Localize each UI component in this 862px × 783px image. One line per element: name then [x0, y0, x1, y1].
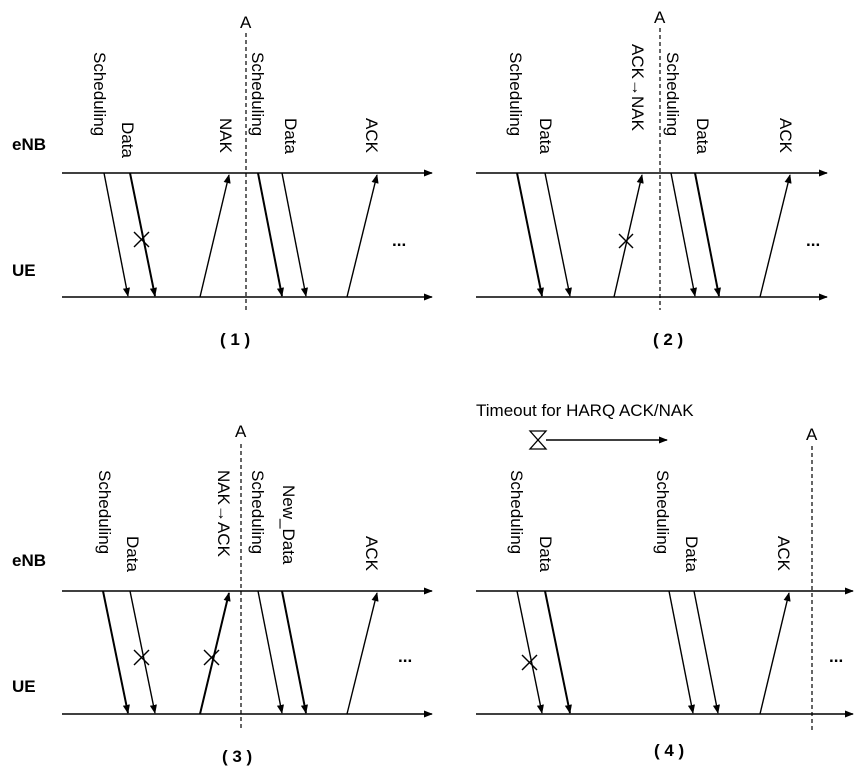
panel-3: eNB UE A Scheduling Data NAK→ACK Schedul…: [12, 422, 433, 766]
nak-to-ack-arrow: [199, 592, 231, 715]
ellipsis: ...: [806, 231, 820, 250]
data-label-2: Data: [682, 536, 701, 572]
scheduling-label: Scheduling: [506, 52, 525, 136]
ack-to-nak-label: ACK→NAK: [628, 44, 647, 132]
data-label: Data: [118, 122, 137, 158]
new-data-arrow: [281, 590, 308, 714]
scheduling-label: Scheduling: [95, 470, 114, 554]
data-label-2: Data: [281, 118, 300, 154]
nak-label: NAK: [216, 118, 235, 154]
ack-to-nak-arrow: [613, 174, 644, 298]
scheduling-arrow: [516, 172, 544, 297]
panel-caption: ( 4 ): [654, 741, 684, 760]
data-arrow: [129, 590, 157, 714]
data-arrow-2: [694, 172, 721, 297]
ack-arrow: [759, 174, 792, 298]
marker-a-label: A: [235, 422, 247, 441]
marker-a-label: A: [654, 8, 666, 27]
marker-a-label: A: [806, 425, 818, 444]
nak-arrow: [199, 174, 231, 298]
lost-mark: [133, 649, 150, 666]
ack-arrow: [759, 592, 791, 715]
scheduling-arrow-2: [257, 172, 284, 297]
ack-label: ACK: [774, 536, 793, 572]
scheduling-label-2: Scheduling: [248, 470, 267, 554]
data-label-2: Data: [693, 118, 712, 154]
scheduling-arrow: [103, 172, 130, 297]
ue-label: UE: [12, 677, 36, 696]
scheduling-arrow-2: [670, 172, 697, 297]
scheduling-label: Scheduling: [90, 52, 109, 136]
ellipsis: ...: [392, 231, 406, 250]
data-label: Data: [536, 536, 555, 572]
ue-label: UE: [12, 261, 36, 280]
panel-caption: ( 1 ): [220, 330, 250, 349]
scheduling-arrow-2: [257, 590, 284, 714]
panel-4: Timeout for HARQ ACK/NAK A Scheduling Da…: [476, 401, 854, 760]
timeout-label: Timeout for HARQ ACK/NAK: [476, 401, 694, 420]
ellipsis: ...: [398, 647, 412, 666]
lost-mark-2: [203, 649, 220, 666]
lost-mark: [133, 231, 150, 248]
scheduling-label: Scheduling: [507, 470, 526, 554]
scheduling-arrow: [516, 590, 544, 714]
ack-label: ACK: [362, 536, 381, 572]
data-arrow: [129, 172, 157, 297]
lost-mark: [618, 233, 634, 249]
data-label: Data: [123, 536, 142, 572]
scheduling-label-2: Scheduling: [663, 52, 682, 136]
panel-caption: ( 2 ): [653, 330, 683, 349]
data-arrow: [544, 590, 572, 714]
data-arrow: [544, 172, 572, 297]
ack-label: ACK: [362, 118, 381, 154]
scheduling-label-2: Scheduling: [248, 52, 267, 136]
ack-arrow: [346, 592, 379, 715]
data-arrow-2: [281, 172, 308, 297]
marker-a-label: A: [240, 13, 252, 32]
panel-caption: ( 3 ): [222, 747, 252, 766]
panel-1: eNB UE A Scheduling Data NAK Scheduling …: [12, 13, 433, 349]
ack-label: ACK: [776, 118, 795, 154]
enb-label: eNB: [12, 551, 46, 570]
enb-label: eNB: [12, 135, 46, 154]
ack-arrow: [346, 174, 379, 298]
nak-to-ack-label: NAK→ACK: [214, 470, 233, 558]
data-label: Data: [536, 118, 555, 154]
scheduling-arrow: [102, 590, 130, 714]
panel-2: A Scheduling Data ACK→NAK Scheduling Dat…: [476, 8, 828, 349]
scheduling-arrow-2: [668, 590, 695, 714]
lost-mark: [521, 654, 538, 671]
hourglass-icon: [528, 430, 548, 450]
data-arrow-2: [693, 590, 720, 714]
ellipsis: ...: [829, 647, 843, 666]
scheduling-label-2: Scheduling: [653, 470, 672, 554]
new-data-label: New_Data: [279, 485, 298, 565]
